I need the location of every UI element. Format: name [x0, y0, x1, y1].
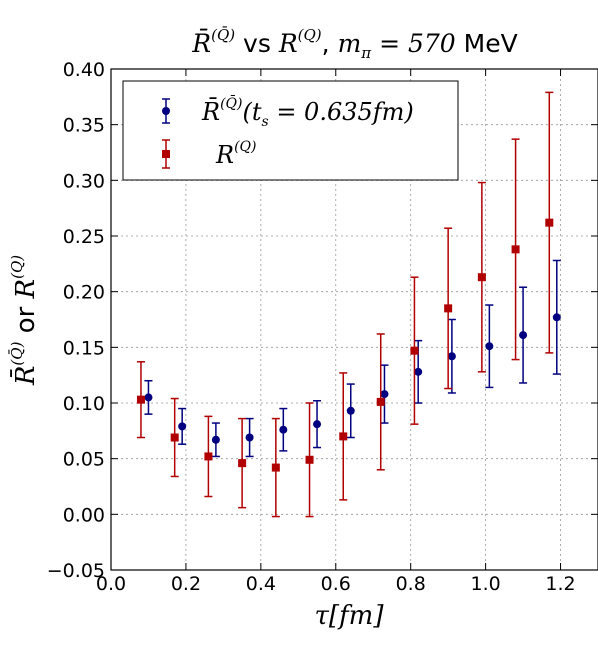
ticks: 0.0 0.2 0.4 0.6 0.8 1.0 1.2 −0.05 0.00 0.05 0.10 0.… — [47, 59, 598, 595]
data-point — [376, 397, 385, 406]
y-tick-label: 0.00 — [63, 504, 105, 526]
y-axis-label: R̄(Q̄) or R(Q) — [8, 255, 41, 386]
data-point — [144, 393, 153, 402]
series-layer — [136, 91, 561, 518]
x-tick-label: 0.0 — [96, 573, 126, 595]
data-point — [136, 395, 145, 404]
y-tick-label: 0.25 — [63, 226, 105, 248]
x-axis-label: τ[fm] — [315, 601, 385, 631]
legend-label-r: R(Q) — [215, 139, 256, 169]
plot-area — [110, 68, 598, 571]
data-point — [444, 304, 453, 313]
y-tick-label: 0.20 — [63, 282, 105, 304]
data-point — [279, 425, 288, 434]
y-tick-label: 0.05 — [63, 449, 105, 471]
data-point — [346, 406, 355, 415]
data-point — [204, 452, 213, 461]
x-tick-label: 1.2 — [545, 573, 575, 595]
data-point — [380, 390, 389, 399]
legend: R̄(Q̄)(ts = 0.635fm) R(Q) — [122, 80, 459, 181]
data-point — [271, 463, 280, 472]
x-tick-label: 0.6 — [321, 573, 351, 595]
series-rbar — [144, 259, 561, 458]
x-tick-label: 0.4 — [246, 573, 276, 595]
data-point — [511, 245, 520, 254]
data-point — [238, 459, 247, 468]
series-r — [136, 91, 554, 518]
y-tick-label: 0.30 — [63, 170, 105, 192]
data-point — [477, 273, 486, 282]
legend-marker-r — [162, 150, 170, 158]
data-point — [552, 313, 561, 322]
x-tick-label: 0.8 — [396, 573, 426, 595]
data-point — [245, 433, 254, 442]
x-tick-label: 1.0 — [471, 573, 501, 595]
x-tick-label: 0.2 — [171, 573, 201, 595]
y-tick-label: 0.35 — [63, 115, 105, 137]
data-point — [305, 455, 314, 464]
data-point — [414, 367, 423, 376]
legend-entry-rbar: R̄(Q̄)(ts = 0.635fm) — [162, 94, 414, 130]
data-point — [519, 331, 528, 340]
data-point — [211, 435, 220, 444]
y-tick-label: 0.40 — [63, 59, 105, 81]
data-point — [339, 432, 348, 441]
y-tick-label: 0.10 — [63, 393, 105, 415]
legend-label-rbar: R̄(Q̄)(ts = 0.635fm) — [201, 94, 414, 130]
data-point — [447, 352, 456, 361]
chart-title: R̄(Q̄) vs R(Q), mπ = 570 MeV — [191, 26, 517, 62]
data-point — [410, 346, 419, 355]
data-point — [313, 420, 322, 429]
y-tick-label: 0.15 — [63, 337, 105, 359]
data-point — [178, 422, 187, 431]
legend-marker-rbar — [162, 107, 170, 115]
data-point — [170, 433, 179, 442]
data-point — [485, 342, 494, 351]
y-tick-label: −0.05 — [47, 560, 105, 582]
data-point — [545, 218, 554, 227]
legend-box — [122, 80, 459, 181]
legend-entry-r: R(Q) — [162, 139, 256, 169]
